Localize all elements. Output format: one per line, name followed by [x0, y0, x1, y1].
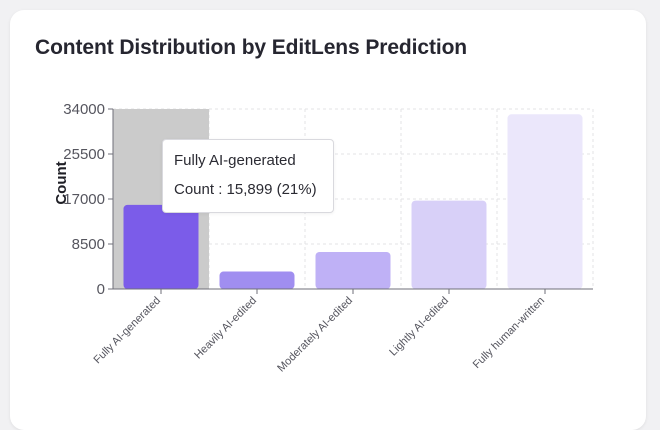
tooltip-title: Fully AI-generated [174, 152, 296, 169]
x-tick-label: Moderately AI-edited [275, 295, 355, 375]
bars [123, 114, 583, 289]
chart-tooltip: Fully AI-generated Count : 15,899 (21%) [162, 139, 334, 213]
y-tick-label: 25500 [63, 146, 105, 163]
tooltip-label: Count [174, 181, 215, 198]
x-tick-label: Fully human-written [471, 295, 547, 371]
x-tick-label: Heavily AI-edited [192, 295, 259, 362]
y-tick-label: 8500 [72, 236, 105, 253]
bar-heavily-ai-edited[interactable] [219, 271, 295, 289]
axes [108, 108, 593, 294]
bar-fully-ai-generated[interactable] [123, 204, 199, 289]
y-tick-label: 17000 [63, 191, 105, 208]
tooltip-count: 15,899 (21%) [226, 181, 317, 198]
tooltip-value: Count : 15,899 (21%) [174, 181, 317, 198]
bar-fully-human-written[interactable] [507, 114, 583, 289]
bar-lightly-ai-edited[interactable] [411, 200, 487, 289]
y-tick-label: 34000 [63, 101, 105, 118]
y-tick-label: 0 [97, 281, 105, 298]
x-tick-label: Lightly AI-edited [387, 295, 451, 359]
y-axis-title: Count [53, 161, 70, 204]
chart-title: Content Distribution by EditLens Predict… [35, 36, 468, 59]
x-tick-label: Fully AI-generated [92, 295, 164, 367]
bar-moderately-ai-edited[interactable] [315, 251, 391, 289]
